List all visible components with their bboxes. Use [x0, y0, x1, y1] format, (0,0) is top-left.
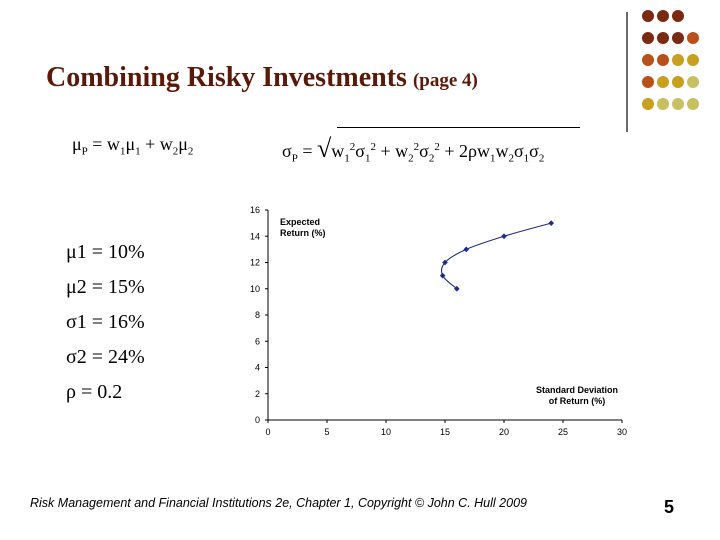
y-axis-label: Expected: [280, 217, 320, 227]
decorative-dot: [672, 54, 684, 66]
param-sigma1: σ1 = 16%: [66, 311, 145, 333]
efficient-frontier-chart: 0 5 10 15 20 25 30 0 2 4 6 8 10 12 14 16 ExpectedReturn …: [250, 205, 627, 437]
data-point-marker: [442, 259, 448, 266]
decorative-dot: [642, 76, 654, 88]
decorative-vertical-line: [626, 12, 628, 132]
portfolio-sd-formula: σP = √w12σ12 + w22σ22 + 2ρw1w2σ1σ2: [282, 134, 545, 165]
slide-title-main: Combining Risky Investments: [46, 62, 407, 93]
param-rho: ρ = 0.2: [66, 381, 123, 403]
decorative-dot: [657, 54, 669, 66]
x-tick-label: 5: [324, 427, 329, 437]
y-tick-label: 10: [250, 284, 260, 294]
x-tick-label: 0: [265, 427, 270, 437]
x-tick-label: 20: [499, 427, 509, 437]
decorative-dot: [642, 32, 654, 44]
decorative-dot: [672, 10, 684, 22]
y-tick-label: 0: [255, 415, 260, 425]
y-tick-label: 4: [255, 363, 260, 373]
data-point-marker: [548, 220, 555, 226]
y-tick-label: 14: [250, 231, 260, 241]
decorative-dot-grid: [642, 10, 699, 110]
decorative-dot: [672, 76, 684, 88]
y-tick-label: 8: [255, 310, 260, 320]
decorative-dot: [642, 10, 654, 22]
x-axis-label: Standard Deviation: [536, 385, 618, 395]
data-point-marker: [501, 233, 507, 240]
sqrt-overline: [337, 127, 580, 128]
y-axis-label: Return (%): [280, 228, 326, 238]
y-tick-label: 2: [255, 389, 260, 399]
decorative-dot: [657, 98, 669, 110]
x-tick-label: 25: [558, 427, 568, 437]
decorative-dot: [687, 32, 699, 44]
y-tick-label: 12: [250, 258, 260, 268]
y-tick-label: 6: [255, 336, 260, 346]
page-number: 5: [664, 497, 675, 517]
x-axis-label: of Return (%): [549, 396, 606, 406]
decorative-dot: [642, 54, 654, 66]
param-sigma2: σ2 = 24%: [66, 346, 145, 368]
x-tick-label: 30: [617, 427, 627, 437]
portfolio-mean-formula: μP = w1μ1 + w2μ2: [72, 134, 194, 158]
data-point-marker: [463, 246, 470, 253]
decorative-dot: [687, 76, 699, 88]
decorative-dot: [657, 32, 669, 44]
param-mu2: μ2 = 15%: [66, 276, 145, 298]
decorative-dot: [657, 76, 669, 88]
param-mu1: μ1 = 10%: [66, 241, 145, 263]
decorative-dot: [687, 54, 699, 66]
data-point-marker: [439, 272, 446, 279]
parameter-list: μ1 = 10% μ2 = 15% σ1 = 16% σ2 = 24% ρ = …: [66, 238, 145, 413]
decorative-dot: [687, 98, 699, 110]
data-point-marker: [453, 285, 460, 292]
footer-citation: Risk Management and Financial Institutio…: [30, 496, 527, 510]
slide-title-subtitle: (page 4): [412, 70, 478, 91]
x-tick-label: 10: [381, 427, 391, 437]
decorative-dot: [672, 32, 684, 44]
y-tick-label: 16: [250, 205, 260, 215]
decorative-dot: [672, 98, 684, 110]
series-line: [440, 222, 552, 290]
decorative-dot: [642, 98, 654, 110]
decorative-dot: [657, 10, 669, 22]
slide-title: Combining Risky Investments (page 4): [46, 62, 478, 94]
x-tick-label: 15: [440, 427, 450, 437]
